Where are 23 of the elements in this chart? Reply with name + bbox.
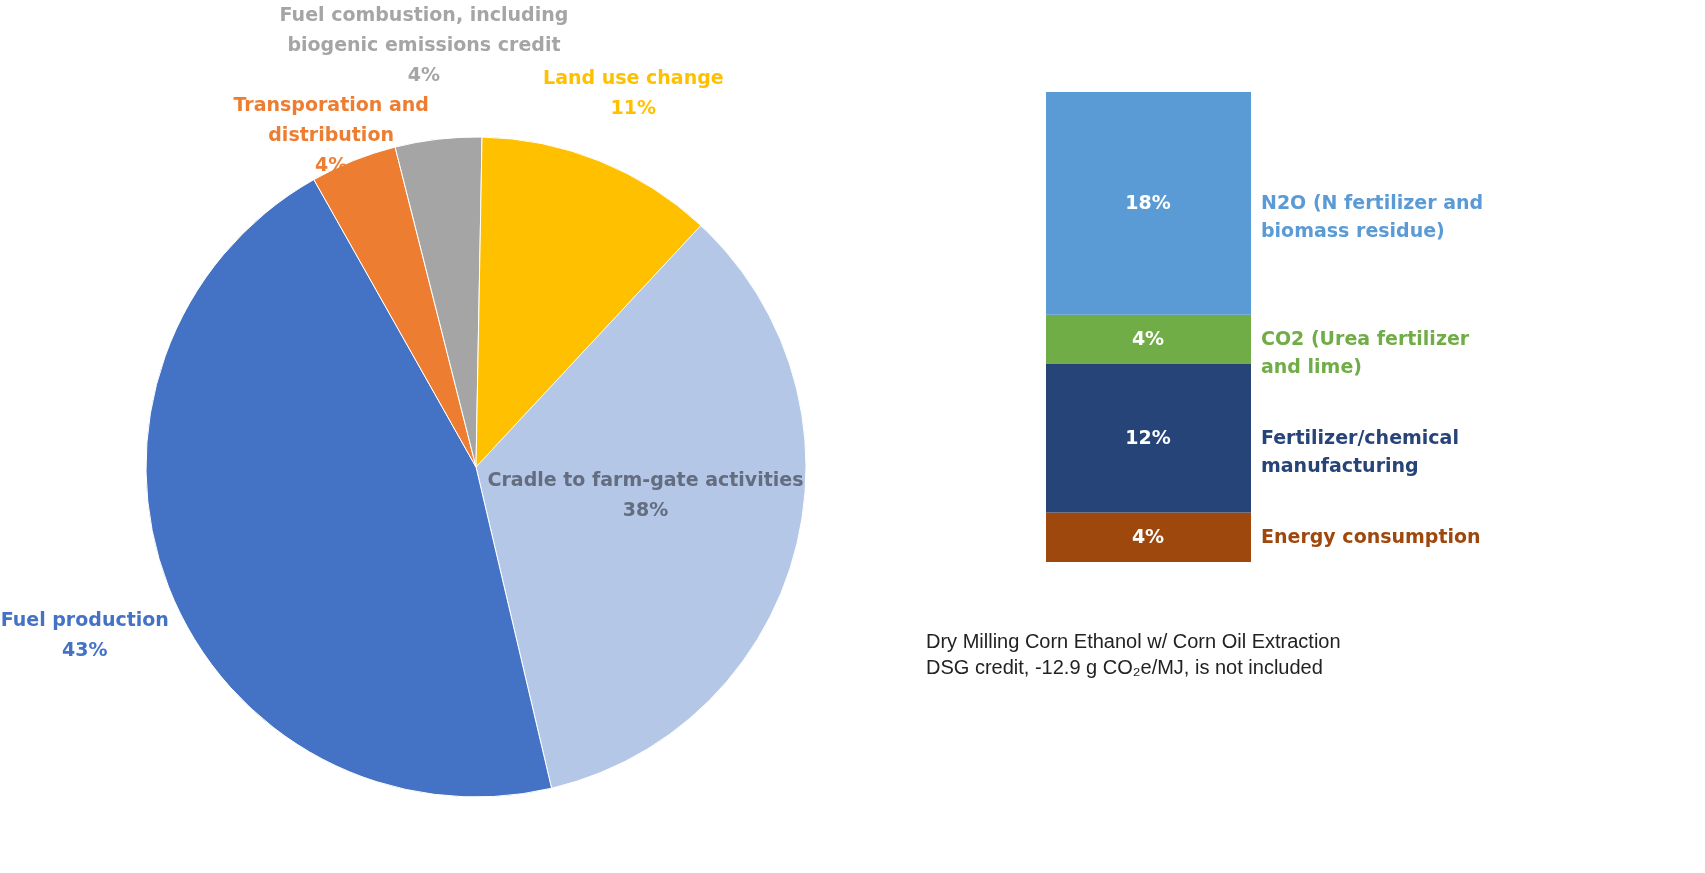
bar [1046, 364, 1251, 513]
series-label: Fertilizer/chemical manufacturing [1261, 426, 1459, 477]
bar [1046, 512, 1251, 562]
slice-label: Cradle to farm-gate activities [487, 467, 804, 490]
series-label: N2O (N fertilizer and biomass residue) [1261, 191, 1484, 242]
slice-label: Fuel combustion, including biogenic emissions credit [279, 2, 569, 55]
series-label: CO2 (Urea fertilizer and lime) [1261, 327, 1470, 378]
slice-label: Land use change [543, 65, 724, 88]
data-label: 12% [1125, 426, 1171, 449]
bar [1046, 92, 1251, 315]
text: DSG credit, -12.9 g CO₂e/MJ, is not included [926, 656, 1323, 678]
data-label: 11% [610, 95, 657, 118]
data-label: 18% [1125, 191, 1171, 214]
data-label: 4% [1131, 525, 1165, 548]
data-label: 43% [62, 637, 108, 660]
data-label: 4% [1131, 327, 1165, 350]
text: Dry Milling Corn Ethanol w/ Corn Oil Extraction [926, 630, 1341, 652]
series-label: Energy consumption [1261, 525, 1481, 548]
slice-label: Transporation and distribution [233, 92, 429, 145]
data-label: 4% [407, 62, 441, 85]
data-label: 38% [622, 497, 669, 520]
slice-label: Fuel production [0, 607, 169, 630]
bar [1046, 314, 1251, 365]
